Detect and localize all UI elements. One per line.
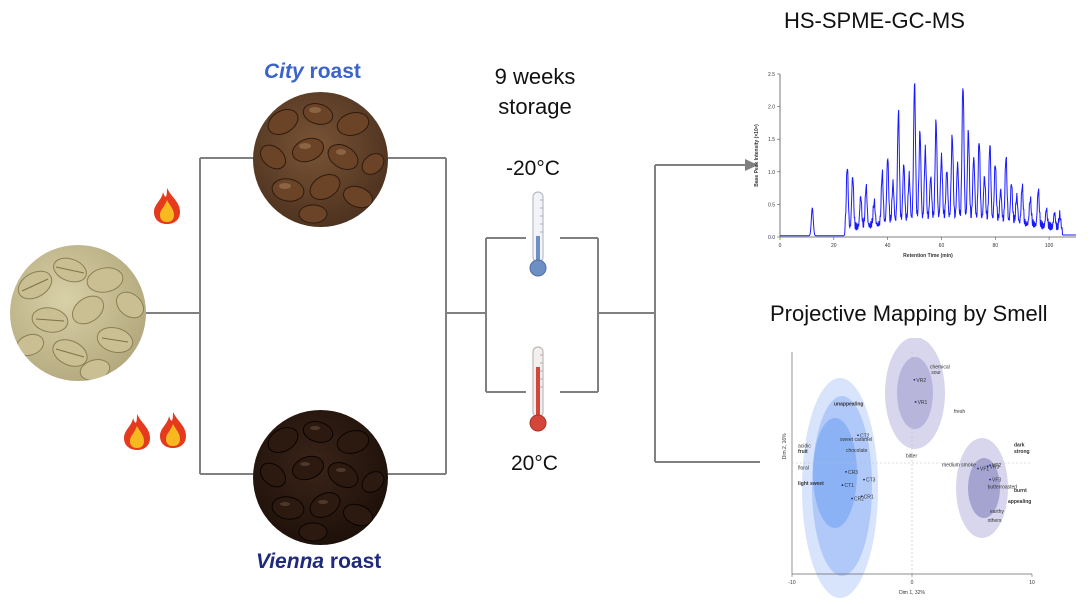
- city-roast-label: City roast: [264, 60, 361, 84]
- thermometer-cold-icon: [529, 191, 547, 277]
- gcms-x-tick-label: 80: [992, 243, 998, 249]
- city-roast-suffix: roast: [303, 60, 361, 83]
- pm-point: [860, 495, 863, 498]
- pm-point-label: CT2: [860, 433, 870, 439]
- vienna-roast-suffix: roast: [324, 550, 382, 573]
- flame-icon-double: [124, 412, 186, 450]
- gcms-x-tick-label: 60: [939, 243, 945, 249]
- pm-y-axis-label: Dim 2, 16%: [782, 433, 788, 459]
- pm-point: [857, 434, 859, 437]
- gcms-x-tick-label: 0: [779, 243, 782, 249]
- pm-descriptor-label: floral: [798, 466, 809, 472]
- temp-cold-label: -20°C: [506, 157, 560, 180]
- pm-point: [841, 484, 844, 487]
- pm-descriptor-label: light sweet: [798, 481, 824, 487]
- pm-point: [914, 401, 917, 403]
- pm-title: Projective Mapping by Smell: [770, 301, 1048, 326]
- ellipse-city-outer: [802, 378, 878, 598]
- pm-point-label: CR3: [848, 470, 858, 476]
- vienna-bean-pattern: [259, 421, 385, 542]
- ellipse-vienna-room-inner: [897, 357, 933, 429]
- pm-point-label: CT1: [844, 483, 854, 489]
- temp-warm-label: 20°C: [511, 452, 558, 475]
- pm-point-label: VR3: [990, 464, 1000, 470]
- green-bean-pattern: [15, 257, 144, 381]
- gcms-y-tick-label: 2.0: [768, 105, 775, 111]
- pm-descriptor-label: fruit: [798, 449, 808, 455]
- city-roast-prefix: City: [264, 60, 304, 83]
- flame-icon-single: [154, 188, 180, 224]
- pm-point-label: VR2: [916, 378, 926, 384]
- pm-descriptor-label: medium smoke: [942, 462, 976, 468]
- gcms-y-tick-label: 0.0: [768, 235, 775, 241]
- vienna-roast-prefix: Vienna: [256, 550, 325, 573]
- pm-descriptor-label: butterroasted: [988, 485, 1018, 491]
- ellipse-vienna-frozen-inner: [968, 458, 1000, 518]
- ellipse-city-inner: [813, 418, 857, 528]
- pm-descriptor-label: unappealing: [834, 401, 863, 407]
- gcms-y-tick-label: 2.5: [768, 72, 775, 78]
- pm-descriptor-label: sweet caramel: [840, 437, 872, 443]
- pm-descriptor-label: others: [988, 518, 1002, 524]
- pm-descriptor-label: sour: [931, 370, 941, 376]
- pm-descriptor-label: dark: [1014, 442, 1025, 448]
- pm-descriptor-label: burnt: [1014, 488, 1027, 494]
- pm-point: [863, 478, 865, 481]
- gcms-x-axis-label: Retention Time (min): [903, 253, 953, 259]
- ellipse-vienna-room-outer: [885, 338, 945, 449]
- pm-point-label: VF2: [992, 463, 1001, 469]
- pm-x-tick-label: 10: [1029, 580, 1035, 586]
- vienna-roast-label: Vienna roast: [256, 550, 381, 574]
- pm-descriptor-label: strong: [1014, 449, 1030, 455]
- pm-point: [845, 470, 847, 473]
- pm-point: [989, 478, 991, 481]
- pm-descriptor-label: earthy: [990, 509, 1004, 515]
- vienna-roast-image: [253, 410, 388, 545]
- pm-x-axis-label: Dim 1, 32%: [899, 590, 925, 596]
- storage-line2: storage: [498, 94, 572, 119]
- pm-point: [986, 465, 989, 468]
- gcms-y-axis-label: Base Peak Intensity (×10⁸): [754, 124, 760, 187]
- pm-descriptor-label: chocolate: [846, 448, 868, 454]
- pm-point-label: CT3: [866, 478, 876, 484]
- pm-point-label: CR2: [854, 497, 864, 503]
- pm-descriptor-label: fresh: [954, 409, 965, 415]
- pm-point-label: VR1: [918, 400, 928, 406]
- thermometer-warm-icon: [529, 346, 547, 432]
- pm-point: [989, 464, 991, 467]
- gcms-x-tick-label: 100: [1045, 243, 1054, 249]
- green-bean-image: [10, 245, 146, 381]
- pm-point-label: VF3: [992, 478, 1001, 484]
- chromatogram-series-line: [780, 83, 1076, 237]
- city-roast-image: [253, 92, 388, 227]
- gcms-chromatogram: 0 20 40 60 80 100 0.0 0.5 1.0 1.5 2.0 2.5 Retention…: [754, 72, 1076, 259]
- pm-point: [851, 497, 853, 500]
- city-bean-pattern: [259, 103, 385, 224]
- pm-descriptor-label: appealing: [1008, 499, 1031, 505]
- storage-line1: 9 weeks: [494, 64, 576, 89]
- gcms-x-tick-label: 20: [831, 243, 837, 249]
- storage-label: 9 weeks storage: [475, 62, 595, 122]
- pm-x-tick-label: 0: [911, 580, 914, 586]
- pm-point: [977, 467, 979, 470]
- pm-descriptor-label: bitter: [906, 453, 917, 459]
- pm-point-label: CR1: [864, 494, 874, 500]
- pm-point-label: VF1: [980, 467, 989, 473]
- pm-descriptor-label: chemical: [930, 365, 950, 371]
- pm-x-tick-label: -10: [788, 580, 795, 586]
- pm-descriptor-label: acidic: [798, 443, 811, 449]
- gcms-y-tick-label: 1.5: [768, 137, 775, 143]
- gcms-title: HS-SPME-GC-MS: [784, 8, 965, 33]
- gcms-y-tick-label: 0.5: [768, 202, 775, 208]
- gcms-x-tick-label: 40: [885, 243, 891, 249]
- pm-point: [913, 378, 916, 381]
- gcms-y-tick-label: 1.0: [768, 170, 775, 176]
